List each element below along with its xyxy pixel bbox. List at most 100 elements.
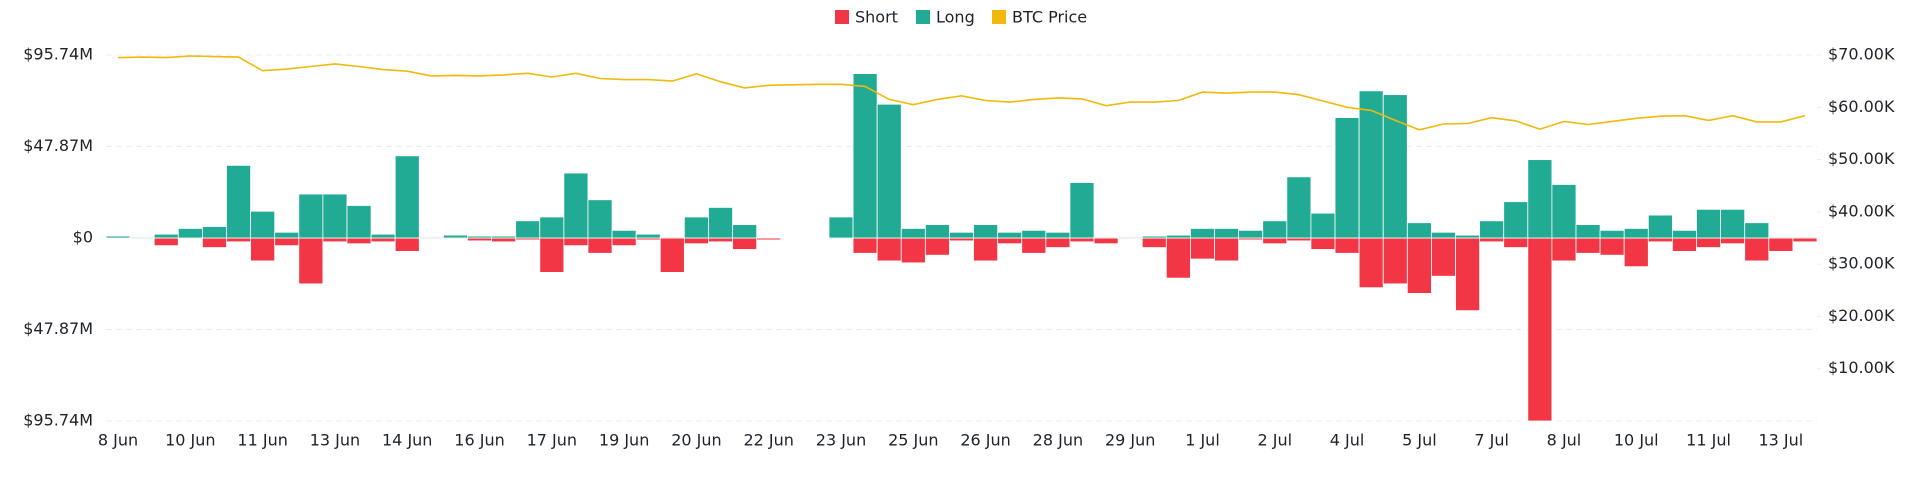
bar — [1334, 117, 1360, 239]
bar — [1720, 208, 1746, 239]
bar — [635, 233, 661, 239]
x-tick-label: 4 Jul — [1330, 431, 1365, 450]
bar — [1647, 214, 1673, 239]
bar — [876, 103, 902, 239]
bar — [467, 237, 492, 242]
bar — [1286, 237, 1312, 242]
bar — [201, 237, 227, 248]
bar — [250, 210, 276, 239]
bar — [1479, 220, 1505, 239]
x-tick-label: 1 Jul — [1185, 431, 1220, 450]
bar — [1238, 229, 1264, 239]
bar — [828, 216, 854, 239]
bar — [1310, 237, 1336, 250]
y2-tick-label: $40.00K — [1828, 201, 1895, 220]
x-tick-label: 20 Jun — [671, 431, 721, 450]
bar — [1141, 235, 1167, 239]
y-tick-label: $47.87M — [23, 319, 93, 338]
bar — [1382, 237, 1408, 285]
bar — [683, 237, 709, 245]
x-tick-label: 7 Jul — [1474, 431, 1509, 450]
bar — [852, 237, 878, 254]
x-tick-label: 14 Jun — [382, 431, 432, 450]
bar — [1286, 176, 1312, 239]
bar — [1768, 237, 1794, 252]
bar — [1599, 229, 1625, 239]
bar — [129, 236, 155, 239]
bar — [1479, 237, 1505, 243]
x-tick-label: 10 Jun — [165, 431, 215, 450]
bar — [900, 237, 926, 264]
bar — [1647, 237, 1673, 243]
bar — [105, 235, 131, 239]
x-tick-label: 17 Jun — [527, 431, 577, 450]
y2-tick-label: $70.00K — [1828, 45, 1895, 64]
bar — [1503, 237, 1529, 248]
bar — [852, 73, 878, 239]
y2-tick-label: $30.00K — [1828, 254, 1895, 273]
bar — [659, 237, 685, 273]
bar — [1720, 237, 1746, 245]
y2-tick-label: $60.00K — [1828, 97, 1895, 116]
bar — [1623, 228, 1649, 239]
x-tick-label: 28 Jun — [1033, 431, 1083, 450]
legend-label: Long — [936, 8, 975, 27]
bar — [394, 155, 420, 239]
bar — [1672, 229, 1697, 239]
bar — [250, 237, 276, 262]
x-tick-label: 25 Jun — [888, 431, 938, 450]
bar — [467, 235, 492, 239]
bar — [1623, 237, 1649, 268]
bar — [1214, 237, 1240, 262]
bar — [1551, 237, 1577, 262]
x-tick-label: 13 Jun — [310, 431, 360, 450]
bar — [587, 237, 613, 254]
bar — [949, 237, 974, 242]
bar — [1021, 237, 1047, 254]
bar — [1045, 231, 1071, 239]
bar — [322, 193, 348, 239]
bar — [1262, 237, 1288, 245]
bar — [298, 237, 324, 285]
bar — [587, 199, 613, 239]
y2-tick-label: $20.00K — [1828, 306, 1895, 325]
bar — [370, 233, 396, 239]
bar — [539, 216, 565, 239]
bar — [1190, 237, 1215, 260]
bar — [973, 237, 999, 262]
y-tick-label: $47.87M — [23, 136, 93, 155]
legend-swatch — [835, 10, 849, 24]
bar — [1503, 201, 1529, 239]
bar — [1599, 237, 1625, 256]
bar — [1165, 234, 1191, 239]
bar — [732, 224, 758, 239]
bar — [1310, 212, 1336, 239]
bar — [153, 233, 179, 239]
x-tick-label: 10 Jul — [1614, 431, 1659, 450]
y-tick-label: $95.74M — [23, 411, 93, 430]
bar — [1455, 237, 1481, 312]
bar — [1575, 224, 1601, 239]
bar — [1696, 237, 1722, 248]
x-tick-label: 26 Jun — [960, 431, 1010, 450]
bar — [1672, 237, 1697, 252]
bar — [442, 234, 468, 239]
bar — [563, 172, 589, 239]
bar — [1334, 237, 1360, 254]
bar — [1744, 237, 1770, 262]
bar — [1431, 231, 1456, 239]
bar — [708, 207, 733, 239]
bar — [177, 228, 203, 239]
bar — [274, 237, 300, 247]
bar — [1696, 208, 1722, 239]
bar — [1551, 184, 1577, 239]
bar — [876, 237, 902, 262]
x-tick-label: 2 Jul — [1257, 431, 1292, 450]
bar — [394, 237, 420, 252]
bar — [1190, 228, 1215, 239]
bar — [997, 237, 1023, 245]
bar — [611, 237, 637, 247]
x-tick-label: 22 Jun — [743, 431, 793, 450]
legend-label: BTC Price — [1012, 8, 1087, 27]
bar — [756, 237, 782, 239]
